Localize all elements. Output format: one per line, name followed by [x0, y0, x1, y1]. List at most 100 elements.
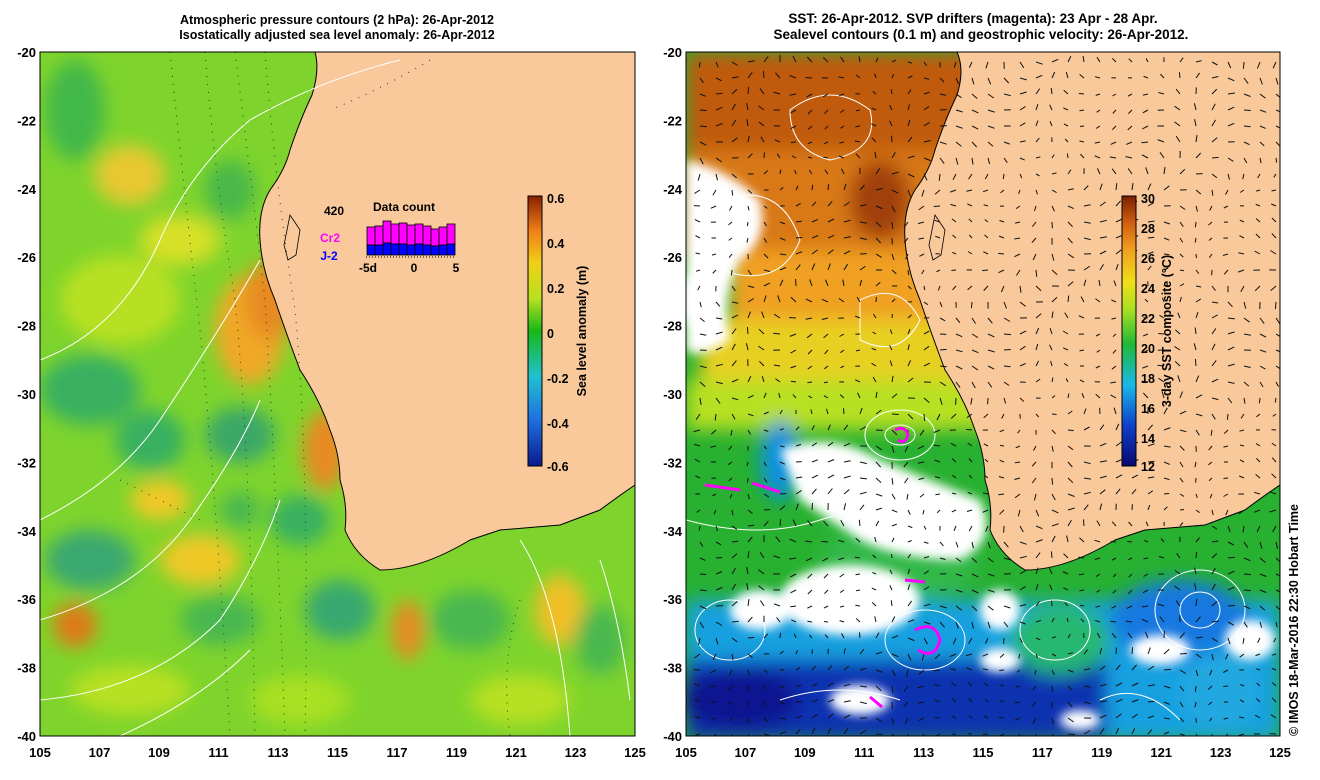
velocity-vector — [987, 573, 995, 577]
velocity-vector — [1035, 137, 1040, 143]
velocity-vector — [872, 313, 877, 319]
left-lat-tick: -22 — [17, 113, 36, 128]
velocity-vector — [1143, 573, 1149, 577]
velocity-vector — [875, 429, 883, 431]
sla-tick-neg0.6: -0.6 — [547, 460, 569, 474]
velocity-vector — [955, 141, 962, 147]
velocity-vector — [731, 637, 738, 643]
velocity-vector — [983, 251, 989, 255]
velocity-vector — [827, 474, 835, 479]
velocity-vector — [907, 75, 913, 79]
sst-tick-30: 30 — [1141, 192, 1155, 206]
velocity-vector — [731, 173, 738, 179]
velocity-vector — [1195, 616, 1201, 623]
velocity-vector — [1003, 157, 1008, 163]
velocity-vector — [699, 77, 704, 84]
velocity-vector — [694, 189, 701, 194]
velocity-vector — [1019, 345, 1026, 351]
velocity-vector — [805, 557, 813, 562]
velocity-vector — [715, 157, 722, 163]
velocity-vector — [843, 728, 849, 735]
velocity-vector — [1275, 109, 1280, 113]
velocity-vector — [1211, 173, 1218, 179]
velocity-vector — [789, 573, 797, 578]
velocity-vector — [1254, 714, 1261, 719]
velocity-vector — [874, 616, 877, 623]
velocity-vector — [859, 730, 867, 735]
velocity-vector — [838, 76, 845, 79]
velocity-vector — [1079, 349, 1085, 352]
velocity-vector — [1179, 253, 1184, 258]
velocity-vector — [1210, 429, 1213, 436]
velocity-vector — [907, 328, 911, 335]
velocity-vector — [1271, 233, 1277, 239]
velocity-vector — [875, 520, 880, 527]
velocity-vector — [1271, 667, 1277, 671]
velocity-vector — [1174, 569, 1181, 575]
velocity-vector — [759, 88, 765, 95]
velocity-vector — [1208, 445, 1213, 451]
velocity-vector — [1243, 365, 1251, 368]
velocity-vector — [891, 152, 896, 159]
velocity-vector — [1112, 93, 1117, 97]
velocity-vector — [1259, 621, 1263, 628]
velocity-vector — [1163, 221, 1171, 225]
velocity-vector — [999, 509, 1005, 515]
velocity-vector — [758, 569, 765, 575]
velocity-vector — [807, 573, 813, 579]
velocity-vector — [1243, 157, 1248, 164]
right-lat-tick: -28 — [663, 319, 682, 334]
velocity-vector — [907, 314, 912, 319]
velocity-vector — [731, 620, 739, 623]
velocity-vector — [1083, 504, 1089, 511]
velocity-vector — [1179, 717, 1185, 723]
velocity-vector — [1031, 477, 1037, 484]
velocity-vector — [699, 397, 702, 405]
sst-tick-14: 14 — [1141, 432, 1155, 446]
velocity-vector — [1083, 668, 1091, 671]
velocity-vector — [999, 669, 1005, 671]
velocity-vector — [1062, 330, 1069, 335]
left-lat-tick: -38 — [17, 661, 36, 676]
velocity-vector — [1035, 269, 1038, 277]
left-lon-tick: 123 — [565, 745, 587, 760]
velocity-vector — [872, 91, 877, 95]
velocity-vector — [987, 349, 995, 353]
velocity-vector — [1211, 137, 1218, 143]
velocity-vector — [1208, 253, 1213, 258]
velocity-vector — [759, 600, 765, 607]
left-lon-tick: 125 — [624, 745, 646, 760]
velocity-vector — [789, 75, 797, 79]
velocity-vector — [731, 525, 738, 530]
velocity-vector — [838, 297, 845, 303]
velocity-vector — [984, 219, 989, 223]
velocity-vector — [872, 331, 877, 335]
velocity-vector — [1259, 125, 1266, 129]
velocity-vector — [1099, 264, 1104, 271]
velocity-vector — [982, 269, 989, 272]
velocity-vector — [903, 685, 909, 692]
velocity-vector — [907, 619, 915, 623]
velocity-vector — [1175, 135, 1181, 143]
velocity-vector — [1144, 539, 1149, 543]
left-map-frame — [39, 51, 636, 737]
velocity-vector — [1227, 157, 1234, 162]
velocity-vector — [1275, 317, 1280, 324]
velocity-vector — [921, 189, 925, 197]
velocity-vector — [856, 296, 861, 303]
velocity-vector — [779, 477, 786, 481]
velocity-vector — [953, 525, 957, 531]
velocity-vector — [1243, 397, 1246, 404]
velocity-vector — [807, 156, 813, 159]
velocity-vector — [1195, 298, 1202, 303]
velocity-vector — [1160, 73, 1165, 79]
velocity-vector — [1112, 349, 1117, 354]
inset-bar-j2 — [446, 243, 456, 256]
velocity-vector — [872, 554, 877, 559]
right-lat-tick: -26 — [663, 250, 682, 265]
velocity-vector — [1067, 701, 1073, 708]
velocity-vector — [695, 475, 701, 479]
velocity-vector — [827, 200, 833, 207]
velocity-vector — [1179, 168, 1186, 175]
velocity-vector — [923, 330, 930, 335]
